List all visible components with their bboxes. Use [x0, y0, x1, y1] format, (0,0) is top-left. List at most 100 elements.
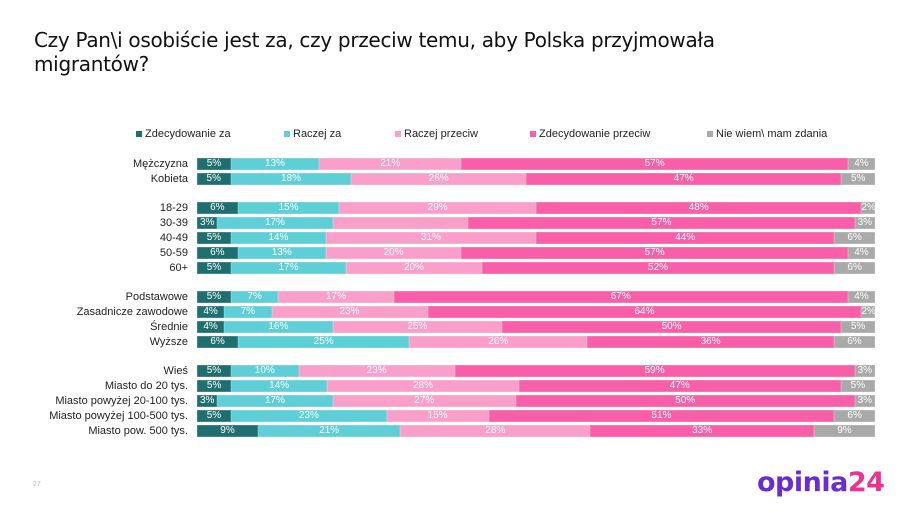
bar-segment: 67%: [393, 291, 848, 303]
bar-segment: 28%: [327, 380, 519, 392]
bar-segment: 21%: [258, 425, 401, 437]
bar-segment: 5%: [197, 380, 232, 392]
bar-segment: 33%: [590, 425, 814, 437]
legend-item: Raczej przeciw: [395, 128, 478, 140]
category-label: Kobieta: [150, 172, 188, 185]
category-label: 50-59: [159, 246, 188, 259]
category-label: Miasto powyżej 100-500 tys.: [49, 409, 188, 422]
bar-segment: 15%: [386, 410, 489, 422]
bar-segment: 48%: [536, 202, 862, 214]
bar-segment: 6%: [834, 410, 875, 422]
bar-segment: 29%: [339, 202, 536, 214]
bar-segment: 57%: [468, 217, 855, 229]
bar-segment: 9%: [197, 425, 259, 437]
bar-segment: 2%: [861, 202, 875, 214]
bar-segment: 17%: [230, 262, 347, 274]
page-number: 27: [33, 481, 41, 488]
legend-swatch: [395, 131, 401, 137]
bar-segment: 27%: [332, 395, 516, 407]
bar-segment: 13%: [230, 158, 320, 170]
bar-segment: 20%: [325, 247, 462, 259]
bar-segment: 26%: [409, 336, 588, 348]
bar-segment: 36%: [587, 336, 834, 348]
bar-segment: 4%: [847, 247, 875, 259]
bar-segment: 18%: [230, 173, 352, 185]
bar-segment: 7%: [230, 291, 279, 303]
bar-segment: 4%: [847, 291, 875, 303]
legend-item: Raczej za: [284, 128, 341, 140]
bar-segment: 59%: [454, 365, 855, 377]
bar-segment: 10%: [230, 365, 299, 377]
bar-segment: 26%: [351, 173, 526, 185]
bar-segment: 47%: [518, 380, 841, 392]
bar-segment: 17%: [217, 217, 333, 229]
bar-segment: 4%: [197, 321, 225, 333]
bar-segment: 9%: [813, 425, 875, 437]
category-label: Średnie: [150, 320, 188, 333]
bar-segment: 3%: [854, 395, 875, 407]
legend-item: Zdecydowanie przeciw: [530, 128, 650, 140]
bar-segment: 50%: [502, 321, 842, 333]
bar-segment: 23%: [298, 365, 455, 377]
legend-swatch: [136, 131, 142, 137]
category-label: Wyższe: [149, 335, 188, 348]
bar-segment: 13%: [237, 247, 326, 259]
bar-segment: 16%: [224, 321, 333, 333]
bar-segment: 20%: [346, 262, 482, 274]
bar-segment: [332, 217, 469, 229]
bar-segment: 3%: [197, 217, 218, 229]
bar-segment: 17%: [278, 291, 394, 303]
bar-segment: 5%: [197, 291, 231, 303]
bar-segment: 23%: [230, 410, 387, 422]
bar-segment: 57%: [461, 247, 848, 259]
bar-segment: 5%: [197, 365, 231, 377]
bar-segment: 28%: [400, 425, 591, 437]
legend-swatch: [284, 131, 290, 137]
bar-segment: 5%: [841, 321, 875, 333]
bar-segment: 5%: [197, 158, 231, 170]
bar-segment: 14%: [231, 380, 328, 392]
chart-title: Czy Pan\i osobiście jest za, czy przeciw…: [34, 28, 715, 76]
chart-legend: Zdecydowanie za Raczej za Raczej przeciw Zd…: [0, 128, 915, 142]
legend-swatch: [707, 131, 713, 137]
legend-label: Raczej przeciw: [404, 128, 478, 140]
logo-text: opinia: [757, 467, 848, 498]
bar-segment: 47%: [525, 173, 842, 185]
bar-segment: 2%: [861, 306, 875, 318]
bar-segment: 5%: [197, 410, 231, 422]
bar-segment: 6%: [834, 232, 875, 244]
legend-label: Zdecydowanie za: [145, 128, 231, 140]
category-label: Miasto do 20 tys.: [104, 379, 188, 392]
bar-segment: 21%: [319, 158, 462, 170]
opinia24-logo: opinia24: [757, 467, 885, 498]
bar-segment: 6%: [197, 202, 238, 214]
bar-segment: 15%: [237, 202, 340, 214]
category-label: 60+: [169, 261, 188, 274]
bar-segment: 50%: [515, 395, 855, 407]
bar-segment: 52%: [481, 262, 835, 274]
category-label: Podstawowe: [125, 290, 188, 303]
bar-segment: 23%: [271, 306, 428, 318]
category-label: Miasto pow. 500 tys.: [88, 424, 188, 437]
bar-segment: 6%: [197, 336, 239, 348]
bar-segment: 3%: [854, 365, 875, 377]
bar-segment: 25%: [332, 321, 503, 333]
bar-segment: 5%: [197, 173, 231, 185]
category-label: Miasto powyżej 20-100 tys.: [55, 394, 188, 407]
legend-label: Nie wiem\ mam zdania: [716, 128, 828, 140]
bar-segment: 25%: [238, 336, 410, 348]
bar-segment: 5%: [840, 380, 875, 392]
bar-segment: 6%: [833, 336, 875, 348]
category-label: Mężczyzna: [132, 157, 188, 170]
logo-number: 24: [847, 467, 885, 498]
legend-label: Zdecydowanie przeciw: [539, 128, 651, 140]
bar-segment: 31%: [325, 232, 536, 244]
category-label: Wieś: [163, 364, 188, 377]
bar-segment: 64%: [427, 306, 862, 318]
bar-segment: 17%: [217, 395, 333, 407]
legend-item: Zdecydowanie za: [136, 128, 231, 140]
bar-segment: 57%: [461, 158, 848, 170]
category-label: Zasadnicze zawodowe: [76, 305, 188, 318]
category-label: 40-49: [159, 231, 188, 244]
